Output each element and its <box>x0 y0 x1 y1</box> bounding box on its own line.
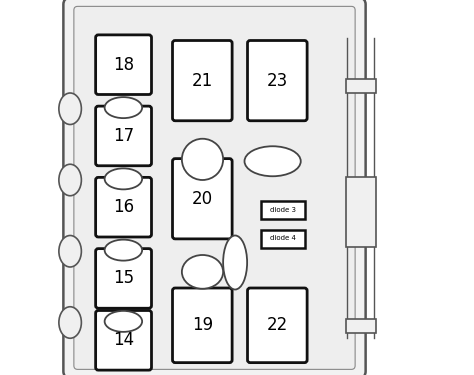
FancyBboxPatch shape <box>96 249 152 308</box>
FancyBboxPatch shape <box>64 0 365 375</box>
FancyBboxPatch shape <box>96 177 152 237</box>
FancyBboxPatch shape <box>173 159 232 239</box>
Text: 17: 17 <box>113 127 134 145</box>
Bar <box>261 201 304 219</box>
Text: diode 4: diode 4 <box>270 236 296 242</box>
Ellipse shape <box>59 164 82 196</box>
Bar <box>346 177 376 247</box>
Text: 21: 21 <box>191 72 213 90</box>
Text: 19: 19 <box>192 316 213 334</box>
Bar <box>346 319 376 333</box>
FancyBboxPatch shape <box>173 40 232 121</box>
Ellipse shape <box>223 236 247 290</box>
Ellipse shape <box>105 311 142 332</box>
Text: 16: 16 <box>113 198 134 216</box>
FancyBboxPatch shape <box>96 35 152 94</box>
Ellipse shape <box>245 146 301 176</box>
Text: 22: 22 <box>267 316 288 334</box>
FancyBboxPatch shape <box>247 288 307 363</box>
Ellipse shape <box>105 168 142 189</box>
Text: diode 3: diode 3 <box>270 207 296 213</box>
FancyBboxPatch shape <box>74 6 355 369</box>
Ellipse shape <box>59 236 82 267</box>
Text: 20: 20 <box>192 190 213 208</box>
FancyBboxPatch shape <box>96 106 152 166</box>
Ellipse shape <box>182 255 223 289</box>
Text: 15: 15 <box>113 269 134 287</box>
Ellipse shape <box>182 139 223 180</box>
Ellipse shape <box>59 93 82 124</box>
FancyBboxPatch shape <box>96 310 152 370</box>
FancyBboxPatch shape <box>173 288 232 363</box>
Text: 14: 14 <box>113 332 134 350</box>
Text: 18: 18 <box>113 56 134 74</box>
Ellipse shape <box>59 307 82 338</box>
Bar <box>261 230 304 248</box>
Bar <box>346 79 376 93</box>
Text: 23: 23 <box>267 72 288 90</box>
Ellipse shape <box>105 240 142 261</box>
Ellipse shape <box>105 97 142 118</box>
FancyBboxPatch shape <box>247 40 307 121</box>
